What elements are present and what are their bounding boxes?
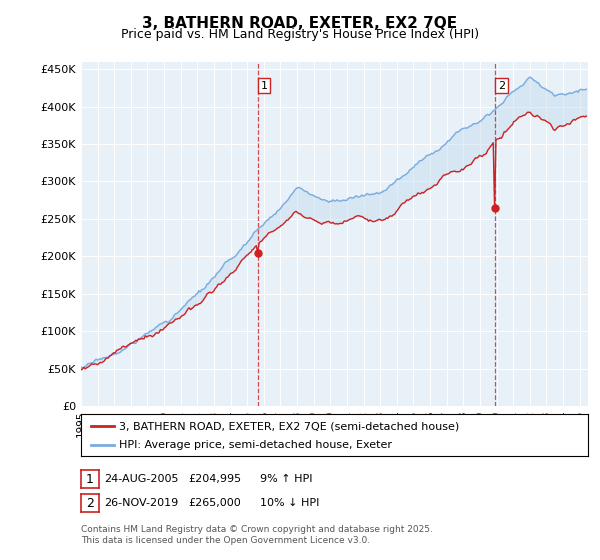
Text: £204,995: £204,995 (188, 474, 241, 484)
Text: Contains HM Land Registry data © Crown copyright and database right 2025.
This d: Contains HM Land Registry data © Crown c… (81, 525, 433, 545)
Text: 1: 1 (86, 473, 94, 486)
Text: 26-NOV-2019: 26-NOV-2019 (104, 498, 178, 508)
Text: 3, BATHERN ROAD, EXETER, EX2 7QE (semi-detached house): 3, BATHERN ROAD, EXETER, EX2 7QE (semi-d… (119, 421, 459, 431)
Text: HPI: Average price, semi-detached house, Exeter: HPI: Average price, semi-detached house,… (119, 441, 392, 450)
Text: Price paid vs. HM Land Registry's House Price Index (HPI): Price paid vs. HM Land Registry's House … (121, 28, 479, 41)
Text: 3, BATHERN ROAD, EXETER, EX2 7QE: 3, BATHERN ROAD, EXETER, EX2 7QE (142, 16, 458, 31)
Text: 1: 1 (260, 81, 268, 91)
Text: 24-AUG-2005: 24-AUG-2005 (104, 474, 178, 484)
Text: 2: 2 (498, 81, 505, 91)
Text: 2: 2 (86, 497, 94, 510)
Text: 10% ↓ HPI: 10% ↓ HPI (260, 498, 319, 508)
Text: 9% ↑ HPI: 9% ↑ HPI (260, 474, 313, 484)
Text: £265,000: £265,000 (188, 498, 241, 508)
